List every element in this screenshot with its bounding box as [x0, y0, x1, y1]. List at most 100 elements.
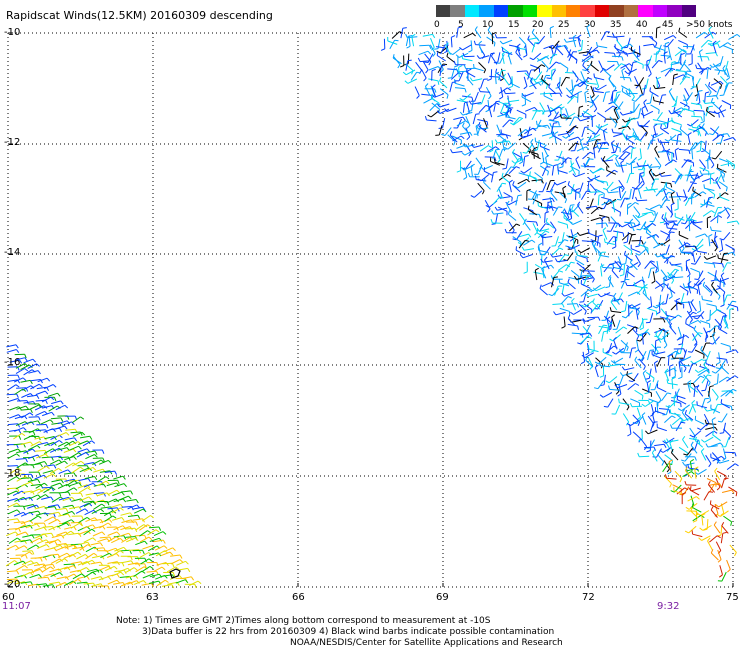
wind-barb: [567, 323, 578, 327]
wind-barb: [28, 420, 39, 424]
wind-barb-flag: [453, 65, 459, 68]
wind-barb: [542, 236, 553, 239]
wind-barb-flag: [589, 55, 594, 59]
wind-barb-flag: [446, 94, 449, 99]
wind-barb-flag: [467, 110, 472, 112]
wind-barb-flag: [546, 68, 549, 73]
wind-barb: [578, 107, 580, 118]
wind-barb: [43, 573, 54, 577]
wind-barb-flag: [625, 52, 629, 57]
wind-barb-flag: [592, 287, 597, 292]
wind-barb-flag: [59, 482, 63, 487]
colorbar-label: 0: [434, 20, 440, 30]
wind-barb: [132, 518, 143, 521]
wind-barb-flag: [712, 430, 715, 435]
wind-barb: [50, 558, 60, 565]
wind-barb: [693, 430, 702, 438]
wind-barb: [702, 285, 711, 293]
wind-barb-flag: [50, 566, 55, 570]
wind-barb-flag: [567, 157, 572, 160]
wind-barb-flag: [671, 279, 675, 284]
wind-barb: [639, 148, 642, 159]
wind-barb: [659, 140, 665, 150]
wind-barb-flag: [688, 351, 693, 353]
wind-barb-flag: [129, 550, 132, 555]
wind-barb-flag: [524, 155, 529, 157]
wind-barb: [719, 278, 722, 289]
wind-barb-flag: [444, 50, 449, 54]
wind-barb-flag: [434, 88, 437, 93]
wind-barb-flag: [579, 269, 584, 272]
wind-barb-flag: [668, 88, 673, 92]
wind-barb: [541, 75, 547, 85]
wind-barb: [723, 231, 731, 241]
wind-barb-flag: [718, 113, 720, 118]
wind-barb-flag: [565, 45, 569, 49]
wind-barb: [703, 364, 710, 373]
wind-barb-flag: [719, 84, 723, 89]
wind-barb: [170, 554, 181, 557]
wind-barb: [15, 531, 26, 536]
wind-barb: [688, 128, 699, 132]
wind-barb-flag: [593, 73, 595, 78]
wind-barb-flag: [87, 541, 91, 546]
wind-barb-flag: [723, 316, 727, 320]
wind-barb: [28, 454, 38, 459]
wind-barb: [79, 467, 90, 473]
wind-barb: [484, 200, 491, 210]
wind-barb: [539, 92, 551, 95]
wind-barb: [663, 53, 666, 64]
wind-barb-flag: [668, 459, 673, 463]
wind-barb: [154, 545, 165, 551]
wind-barb: [626, 270, 635, 278]
wind-barb: [590, 85, 595, 96]
wind-barb: [439, 88, 449, 96]
wind-barb-flag: [611, 246, 617, 249]
wind-barb-flag: [714, 426, 718, 431]
wind-barb: [121, 519, 132, 524]
wind-barb-flag: [39, 537, 43, 542]
wind-barb: [676, 216, 684, 225]
wind-barb: [604, 52, 615, 54]
wind-barb-flag: [661, 287, 664, 292]
wind-barb: [564, 72, 576, 74]
wind-barb-flag: [619, 212, 621, 217]
wind-barb: [586, 135, 592, 145]
wind-barb-flag: [528, 233, 532, 238]
wind-barb-flag: [594, 361, 599, 365]
wind-barb-flag: [694, 369, 699, 373]
wind-barb: [700, 349, 708, 358]
wind-barb: [672, 484, 682, 490]
wind-barb-flag: [645, 430, 649, 435]
wind-barb: [619, 402, 630, 405]
wind-barb: [99, 522, 109, 529]
colorbar-swatch: [638, 5, 654, 17]
wind-barb-flag: [690, 252, 694, 257]
wind-barb: [563, 45, 571, 55]
wind-barb: [701, 126, 709, 136]
wind-barb: [704, 436, 714, 443]
wind-barb-flag: [718, 295, 721, 300]
wind-barb-flag: [431, 84, 436, 88]
wind-barb: [440, 44, 446, 55]
wind-barb: [621, 232, 630, 241]
wind-barb: [725, 244, 735, 250]
wind-barb-flag: [22, 388, 27, 392]
wind-barb: [609, 388, 620, 391]
wind-barb-flag: [538, 214, 541, 219]
wind-barb-flag: [185, 560, 189, 565]
wind-barb-flag: [44, 390, 49, 395]
colorbar-label: >50 knots: [686, 20, 733, 30]
wind-barb-flag: [449, 131, 453, 136]
wind-barb-flag: [29, 380, 33, 385]
wind-barb-flag: [629, 258, 633, 263]
wind-barb-flag: [575, 156, 579, 160]
wind-barb: [642, 388, 652, 394]
wind-barb-flag: [589, 288, 594, 292]
wind-barb: [631, 248, 641, 253]
wind-barb-flag: [652, 378, 655, 383]
wind-barb: [708, 236, 711, 247]
wind-barb: [667, 227, 678, 230]
wind-barb-flag: [552, 131, 554, 136]
wind-barb: [709, 309, 711, 320]
